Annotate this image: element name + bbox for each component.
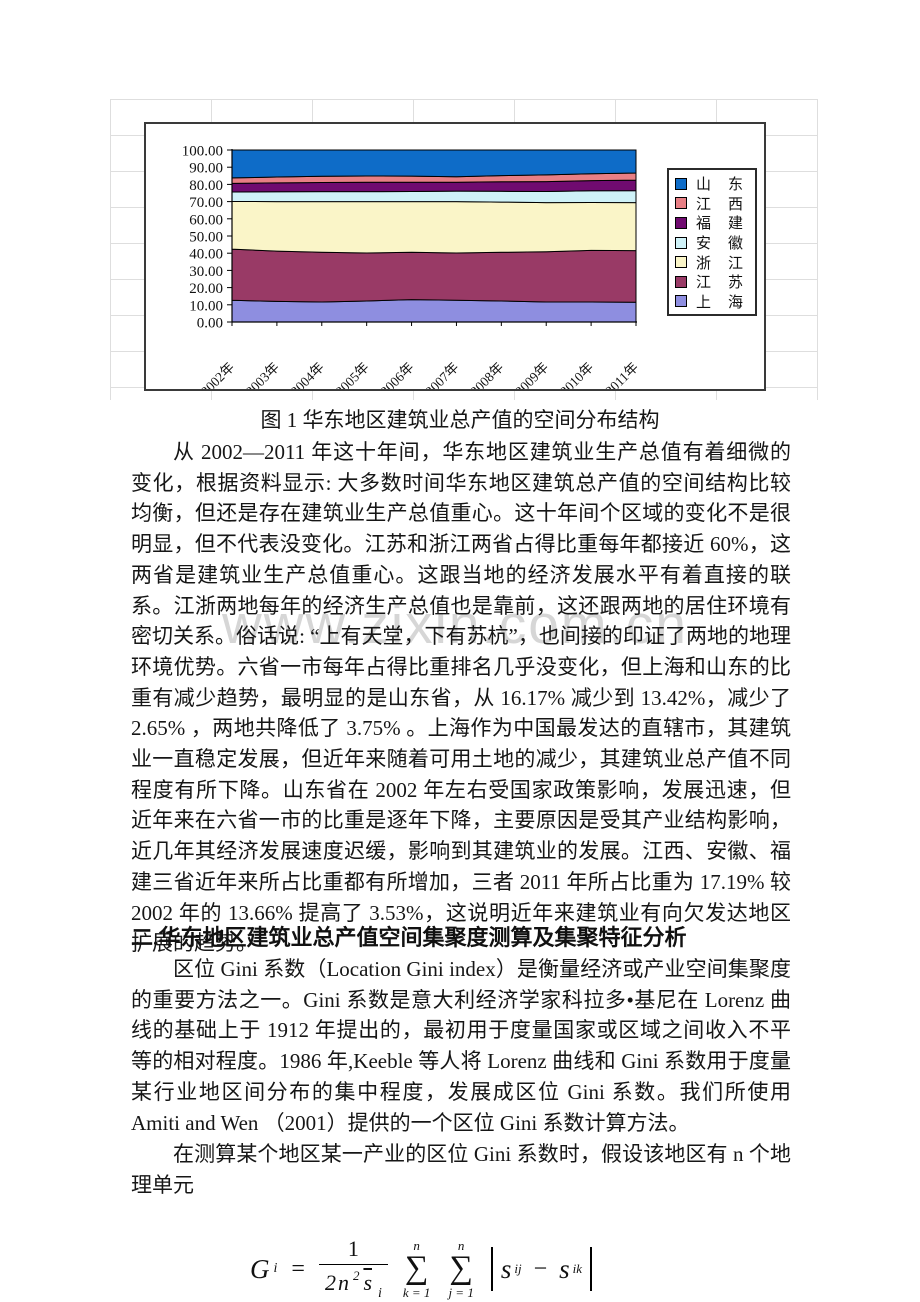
formula-lhs-sub: i (273, 1261, 278, 1276)
abs-bar-right (590, 1247, 593, 1291)
formula-fraction: 1 2n 2 s i (318, 1236, 388, 1302)
legend-label: 山 东 (696, 177, 745, 194)
legend-item: 江 苏 (675, 272, 755, 292)
legend-swatch-icon (675, 216, 687, 229)
figure-chart: 0.00 10.00 20.00 30.00 40.00 50.00 60.00 70.00 8… (110, 99, 818, 400)
y-axis-tick-label: 20.00 (189, 281, 223, 297)
area-series-浙江 (231, 200, 637, 254)
legend-label: 江 苏 (696, 275, 745, 292)
chart-legend: 山 东江 西福 建安 徽浙 江江 苏上 海 (667, 168, 757, 317)
legend-item: 山 东 (675, 174, 755, 194)
formula-denominator: 2n 2 s i (318, 1264, 388, 1302)
y-axis-tick-label: 60.00 (189, 212, 223, 228)
legend-swatch-icon (675, 197, 687, 210)
y-axis-tick-label: 30.00 (189, 264, 223, 280)
chart: 0.00 10.00 20.00 30.00 40.00 50.00 60.00 70.00 8… (144, 122, 766, 391)
formula-minus: − (533, 1255, 548, 1282)
section-heading: 二.华东地区建筑业总产值空间集聚度测算及集聚特征分析 (131, 925, 687, 950)
y-axis-tick-label: 50.00 (189, 230, 223, 246)
x-axis-tick-label: 2010年 (557, 360, 596, 389)
area-series-上海 (231, 299, 637, 323)
legend-item: 福 建 (675, 213, 755, 233)
formula-lhs: G (250, 1253, 270, 1284)
paragraph-1: 从 2002—2011 年这十年间，华东地区建筑业生产总值有着细微的变化，根据资… (131, 440, 791, 956)
x-axis-tick-label: 2006年 (377, 360, 416, 389)
x-axis-tick-label: 2005年 (333, 360, 372, 389)
legend-item: 浙 江 (675, 252, 755, 272)
formula-equals: = (291, 1255, 305, 1282)
formula-term2: s (559, 1253, 570, 1284)
y-axis-tick-label: 80.00 (189, 178, 223, 194)
legend-label: 安 徽 (696, 236, 745, 253)
legend-swatch-icon (675, 177, 687, 190)
legend-label: 浙 江 (696, 255, 745, 272)
area-series-山东 (231, 149, 637, 179)
legend-label: 江 西 (696, 196, 745, 213)
paragraph-3: 在测算某个地区某一产业的区位 Gini 系数时，假设该地区有 n 个地理单元 (131, 1142, 791, 1197)
legend-item: 江 西 (675, 194, 755, 214)
x-axis-tick-label: 2004年 (288, 360, 327, 389)
y-axis-tick-label: 100.00 (182, 144, 223, 160)
sigma-icon: ∑ (449, 1249, 473, 1286)
area-series-安徽 (231, 190, 637, 204)
legend-label: 福 建 (696, 216, 745, 233)
x-axis-tick-label: 2002年 (198, 360, 237, 389)
legend-swatch-icon (675, 236, 687, 249)
figure-caption: 图 1 华东地区建筑业总产值的空间分布结构 (260, 408, 660, 432)
legend-item: 上 海 (675, 292, 755, 312)
x-axis-tick-label: 2009年 (512, 360, 551, 389)
abs-bar-left (490, 1247, 493, 1291)
y-axis-tick-label: 40.00 (189, 247, 223, 263)
sigma-icon: ∑ (404, 1249, 429, 1286)
legend-swatch-icon (675, 295, 687, 308)
area-series-江苏 (231, 248, 637, 303)
formula-term1: s (500, 1253, 512, 1284)
formula-sum-k: n ∑ k = 1 (402, 1237, 431, 1301)
legend-swatch-icon (675, 275, 687, 288)
x-axis-tick-label: 2007年 (422, 360, 461, 389)
paragraph-2: 区位 Gini 系数（Location Gini index）是衡量经济或产业空… (131, 957, 791, 1135)
y-axis-tick-label: 10.00 (189, 298, 223, 314)
legend-item: 安 徽 (675, 233, 755, 253)
x-axis-tick-label: 2011年 (602, 360, 641, 389)
y-axis-tick-label: 0.00 (197, 316, 223, 332)
legend-swatch-icon (675, 256, 687, 269)
y-axis-tick-label: 70.00 (189, 195, 223, 211)
legend-label: 上 海 (696, 294, 745, 311)
formula-numerator: 1 (347, 1236, 359, 1261)
x-axis-tick-label: 2008年 (467, 360, 506, 389)
x-axis-tick-label: 2003年 (243, 360, 282, 389)
y-axis-tick-label: 90.00 (189, 161, 223, 177)
formula-sum-j: n ∑ j = 1 (448, 1237, 474, 1301)
